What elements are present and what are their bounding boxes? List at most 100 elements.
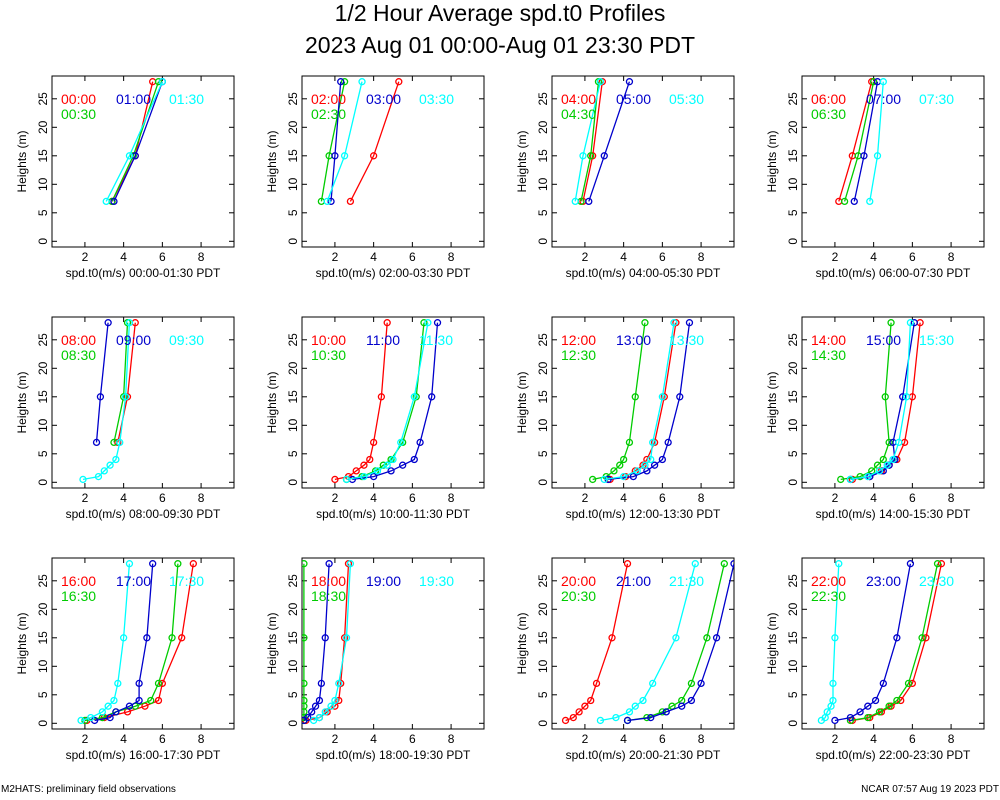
data-point [311, 702, 320, 710]
series-line [334, 322, 388, 481]
y-tick-label: 0 [286, 720, 300, 727]
data-point [369, 472, 378, 481]
y-tick-label: 0 [786, 479, 800, 486]
data-point [902, 393, 911, 401]
data-point [77, 716, 85, 725]
legend-entry: 21:30 [669, 573, 704, 589]
plot-frame [301, 557, 485, 730]
data-point [302, 679, 308, 688]
data-point [416, 438, 424, 447]
series-0730 [866, 78, 887, 206]
data-point [389, 455, 397, 464]
series-line [834, 563, 912, 722]
legend-entry: 13:30 [669, 332, 704, 348]
data-point [340, 78, 349, 86]
y-tick-label: 0 [286, 479, 300, 486]
data-point [856, 472, 864, 481]
data-point [910, 319, 918, 327]
x-tick-label: 4 [370, 491, 377, 505]
data-point [658, 455, 667, 464]
x-tick-label: 8 [448, 491, 455, 505]
data-point [383, 461, 391, 469]
series-0130 [102, 78, 167, 206]
legend-entry: 05:00 [616, 91, 651, 107]
legend-entry: 07:30 [919, 91, 954, 107]
data-point [125, 560, 134, 568]
y-tick-label: 10 [36, 177, 50, 191]
data-point [879, 78, 887, 86]
legend-entry: 06:30 [811, 106, 846, 122]
data-point [346, 560, 355, 568]
data-point [629, 472, 637, 481]
series-0330 [323, 78, 366, 206]
series-line [840, 322, 892, 481]
data-point [687, 679, 696, 688]
data-point [189, 560, 197, 568]
data-point [369, 438, 378, 447]
y-tick-label: 0 [286, 238, 300, 245]
y-tick-label: 5 [786, 450, 800, 457]
data-point [571, 197, 579, 206]
data-point [908, 679, 917, 688]
y-tick-label: 10 [536, 177, 550, 191]
data-point [906, 319, 915, 327]
legend-entry: 06:00 [811, 91, 846, 107]
x-tick-label: 2 [582, 732, 589, 746]
legend-entry: 02:30 [311, 106, 346, 122]
data-point [829, 696, 837, 705]
series-1130 [342, 319, 432, 484]
data-point [352, 467, 360, 475]
legend-entry: 11:00 [366, 332, 400, 348]
y-axis-label: Heights (m) [515, 130, 529, 192]
data-point [335, 679, 343, 688]
y-tick-label: 15 [36, 149, 50, 163]
x-tick-label: 6 [909, 250, 916, 264]
series-2300 [831, 560, 915, 725]
data-point [881, 393, 889, 401]
data-point [410, 455, 418, 464]
data-point [399, 461, 407, 469]
data-point [315, 713, 324, 722]
data-point [135, 679, 143, 688]
series-line [84, 563, 179, 722]
data-point [897, 696, 905, 705]
profile-panel: 2 4 6 8 0 5 10 15 20 25 Heights (m) spd.t0(m/s) 00:… [15, 75, 235, 280]
legend-entry: 20:30 [561, 588, 596, 604]
x-tick-label: 6 [659, 491, 666, 505]
y-tick-label: 0 [536, 479, 550, 486]
x-axis-label: spd.t0(m/s) 06:00-07:30 PDT [816, 266, 971, 280]
data-point [360, 461, 368, 469]
series-1700 [90, 560, 157, 725]
data-point [335, 696, 343, 705]
profile-panel: 2 4 6 8 0 5 10 15 20 25 Heights (m) spd.t0(m/s) 02:… [265, 75, 485, 280]
legend-entry: 22:00 [811, 573, 846, 589]
data-point [883, 461, 891, 469]
y-tick-label: 0 [786, 238, 800, 245]
data-point [112, 455, 120, 464]
y-tick-label: 0 [536, 238, 550, 245]
data-point [110, 696, 118, 705]
data-point [100, 467, 108, 475]
profile-panel: 2 4 6 8 0 5 10 15 20 25 Heights (m) spd.t0(m/s) 06:… [765, 75, 985, 280]
x-axis-label: spd.t0(m/s) 10:00-11:30 PDT [316, 507, 471, 521]
x-tick-label: 6 [159, 250, 166, 264]
y-tick-label: 10 [286, 177, 300, 191]
series-line [838, 81, 873, 202]
legend-entry: 15:00 [866, 332, 901, 348]
data-point [589, 475, 597, 484]
data-point [309, 716, 318, 725]
x-tick-label: 6 [159, 732, 166, 746]
y-tick-label: 25 [786, 92, 800, 106]
legend-entry: 00:00 [61, 91, 96, 107]
series-line [565, 563, 629, 722]
data-point [596, 716, 605, 725]
data-point [875, 467, 884, 475]
y-tick-label: 20 [36, 602, 50, 616]
series-line [574, 81, 602, 202]
y-tick-label: 20 [286, 120, 300, 134]
data-point [147, 696, 155, 705]
y-tick-label: 5 [286, 691, 300, 698]
data-point [424, 319, 432, 327]
y-axis-label: Heights (m) [15, 130, 29, 192]
series-2330 [817, 560, 843, 725]
